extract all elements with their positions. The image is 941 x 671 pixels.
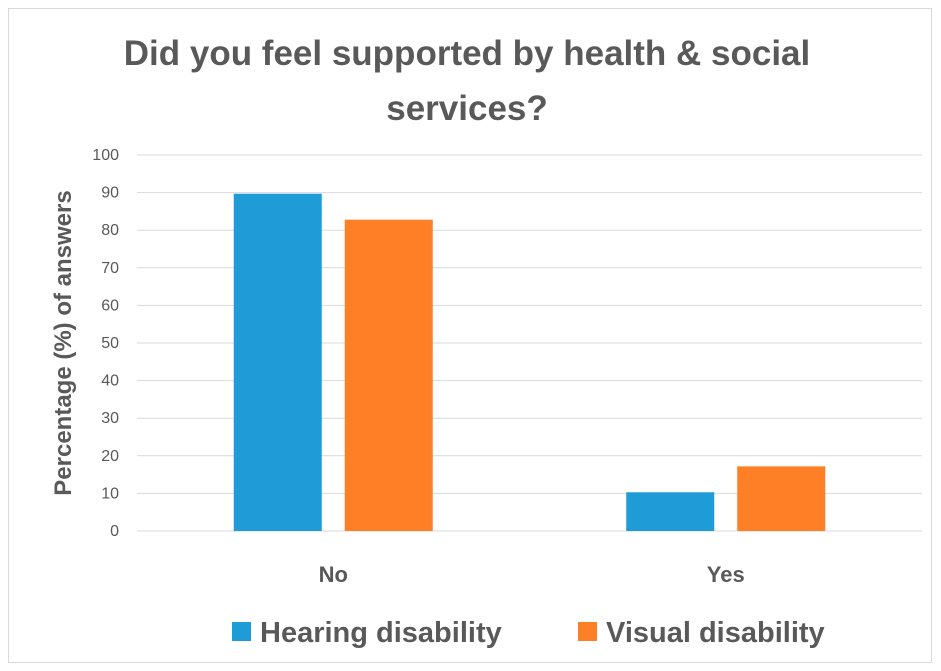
y-tick-label: 100: [92, 147, 119, 164]
y-tick-label: 80: [101, 222, 119, 239]
x-category-label: No: [319, 562, 348, 587]
bar-visual-disability-yes: [737, 466, 826, 531]
y-tick-label: 90: [101, 185, 119, 202]
legend-label-visual-disability: Visual disability: [606, 617, 825, 649]
y-tick-label: 30: [101, 410, 119, 427]
y-tick-label: 60: [101, 297, 119, 314]
y-axis-label: Percentage (%) of answers: [50, 190, 77, 495]
x-category-label: Yes: [707, 562, 745, 587]
y-tick-label: 50: [101, 335, 119, 352]
chart-frame: [8, 8, 932, 663]
bar-hearing-disability-yes: [626, 492, 715, 531]
chart-title-line-1: Did you feel supported by health & socia…: [124, 34, 811, 73]
chart-title: Did you feel supported by health & socia…: [124, 34, 811, 128]
bar-visual-disability-no: [344, 219, 433, 531]
legend-label-hearing-disability: Hearing disability: [260, 617, 502, 649]
legend-swatch-hearing-disability: [232, 622, 251, 641]
y-tick-label: 40: [101, 373, 119, 390]
bar-hearing-disability-no: [233, 193, 322, 531]
y-tick-label: 20: [101, 448, 119, 465]
x-axis-categories: No Yes: [319, 562, 745, 587]
legend-swatch-visual-disability: [578, 622, 597, 641]
bars: [233, 193, 826, 531]
chart-title-line-2: services?: [386, 89, 548, 128]
y-tick-label: 0: [110, 523, 119, 540]
legend: Hearing disability Visual disability: [232, 617, 825, 649]
y-tick-label: 10: [101, 485, 119, 502]
y-tick-label: 70: [101, 260, 119, 277]
y-axis-ticks: 0 10 20 30 40 50 60 70 80 90 100: [92, 147, 119, 540]
